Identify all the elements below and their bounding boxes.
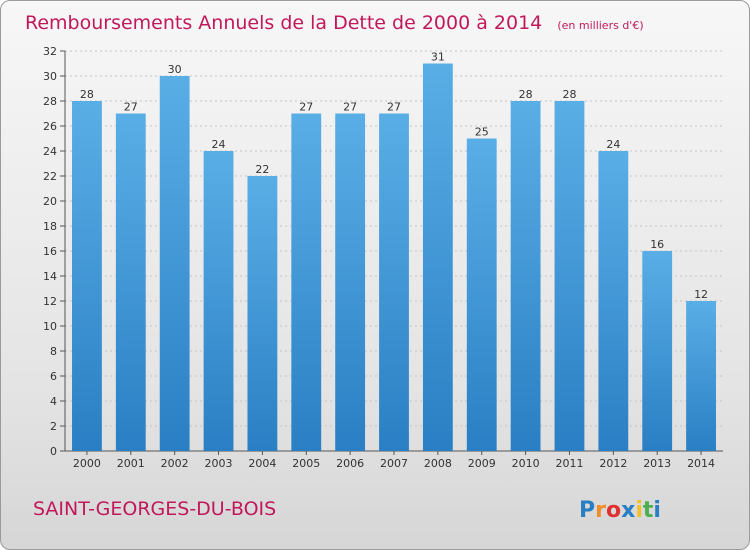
- logo-letter: P: [579, 498, 595, 523]
- y-tick-label: 0: [50, 445, 57, 458]
- data-label-2003: 24: [212, 138, 226, 151]
- proxiti-logo: Proxiti: [579, 498, 661, 523]
- bar-2002: [159, 76, 190, 451]
- x-tick-label-2011: 2011: [555, 457, 583, 470]
- data-labels: 28 27 30 24 22 27 27 27 31 25 28 28 24 16 12: [80, 51, 708, 302]
- logo-letter: x: [621, 498, 635, 523]
- data-label-2001: 27: [124, 101, 138, 114]
- data-label-2004: 22: [255, 163, 269, 176]
- bar-2003: [203, 151, 234, 451]
- x-tick-label-2006: 2006: [336, 457, 364, 470]
- y-tick-label: 4: [50, 395, 57, 408]
- x-tick-label-2014: 2014: [687, 457, 715, 470]
- bar-2012: [598, 151, 629, 451]
- bar-2005: [291, 113, 322, 451]
- x-tick-label-2005: 2005: [292, 457, 320, 470]
- y-tick-label: 12: [43, 295, 57, 308]
- y-tick-label: 22: [43, 170, 57, 183]
- bar-2014: [686, 301, 716, 451]
- logo-letter: t: [643, 498, 654, 523]
- x-tick-label-2013: 2013: [643, 457, 671, 470]
- y-tick-label: 16: [43, 245, 57, 258]
- y-tick-label: 28: [43, 95, 57, 108]
- x-tick-label-2010: 2010: [512, 457, 540, 470]
- data-label-2008: 31: [431, 51, 445, 64]
- logo-letter: i: [653, 498, 661, 523]
- chart-title: Remboursements Annuels de la Dette de 20…: [25, 12, 644, 34]
- data-label-2006: 27: [343, 101, 357, 114]
- y-tick-label: 26: [43, 120, 57, 133]
- data-label-2007: 27: [387, 101, 401, 114]
- bar-2008: [422, 63, 453, 451]
- y-tick-label: 8: [50, 345, 57, 358]
- data-label-2005: 27: [299, 101, 313, 114]
- y-tick-label: 14: [43, 270, 57, 283]
- bar-2011: [554, 101, 585, 451]
- x-tick-label-2009: 2009: [468, 457, 496, 470]
- x-tick-label-2002: 2002: [161, 457, 189, 470]
- x-tick-label-2007: 2007: [380, 457, 408, 470]
- data-label-2011: 28: [562, 88, 576, 101]
- logo-letter: i: [635, 498, 643, 523]
- y-tick-label: 18: [43, 220, 57, 233]
- x-tick-label-2000: 2000: [73, 457, 101, 470]
- x-tick-label-2008: 2008: [424, 457, 452, 470]
- bar-2010: [510, 101, 541, 451]
- bar-2006: [335, 113, 366, 451]
- x-tick-label-2012: 2012: [599, 457, 627, 470]
- chart-title-text: Remboursements Annuels de la Dette de 20…: [25, 12, 542, 34]
- bar-2009: [466, 138, 497, 451]
- bar-2001: [115, 113, 146, 451]
- y-tick-label: 20: [43, 195, 57, 208]
- x-tick-label-2004: 2004: [248, 457, 276, 470]
- bar-2000: [72, 101, 102, 451]
- data-label-2002: 30: [168, 63, 182, 76]
- logo-letter: r: [595, 498, 606, 523]
- commune-name: SAINT-GEORGES-DU-BOIS: [33, 498, 276, 520]
- bars: [72, 63, 716, 451]
- logo-letter: o: [606, 498, 621, 523]
- y-tick-label: 6: [50, 370, 57, 383]
- bar-2004: [247, 176, 278, 451]
- data-label-2014: 12: [694, 288, 708, 301]
- y-tick-label: 30: [43, 70, 57, 83]
- bar-2007: [379, 113, 409, 451]
- data-label-2009: 25: [475, 126, 489, 139]
- data-label-2000: 28: [80, 88, 94, 101]
- y-tick-label: 2: [50, 420, 57, 433]
- x-tick-label-2003: 2003: [205, 457, 233, 470]
- data-label-2013: 16: [650, 238, 664, 251]
- y-tick-label: 24: [43, 145, 57, 158]
- data-label-2010: 28: [519, 88, 533, 101]
- y-tick-label: 10: [43, 320, 57, 333]
- x-tick-label-2001: 2001: [117, 457, 145, 470]
- y-tick-label: 32: [43, 45, 57, 58]
- bar-2013: [642, 251, 673, 451]
- chart-unit-text: (en milliers d'€): [557, 19, 643, 32]
- data-label-2012: 24: [606, 138, 620, 151]
- x-tick-labels: 2000 2001 2002 2003 2004 2005 2006 2007 2008 2009…: [73, 451, 715, 470]
